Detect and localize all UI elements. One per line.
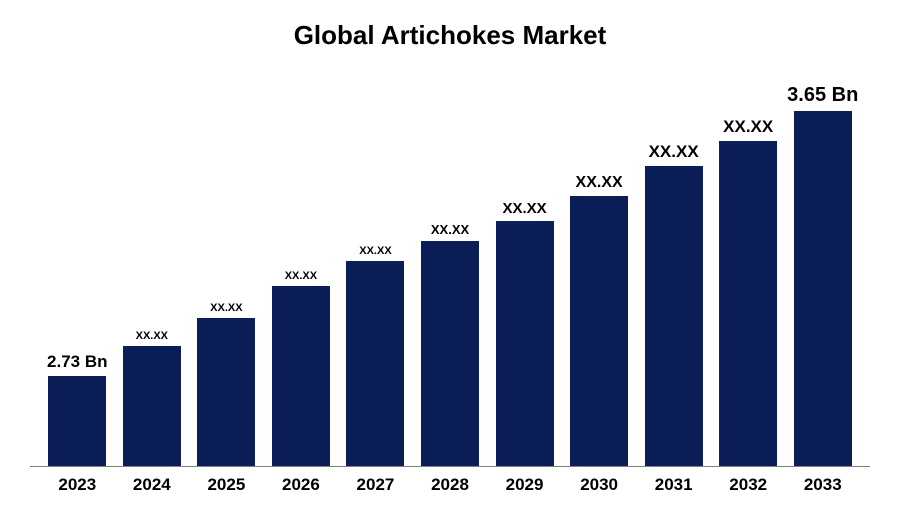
x-axis-label: 2033 <box>785 475 860 495</box>
x-axis-label: 2024 <box>115 475 190 495</box>
bar-value-label: XX.XX <box>502 200 546 217</box>
bar-group: XX.XX <box>711 81 786 466</box>
bar-value-label: 2.73 Bn <box>47 352 107 372</box>
bar <box>346 261 404 466</box>
bar-value-label: XX.XX <box>431 222 469 237</box>
bar-group: XX.XX <box>189 81 264 466</box>
x-axis-label: 2029 <box>487 475 562 495</box>
bar-value-label: XX.XX <box>359 245 391 257</box>
bar <box>123 346 181 466</box>
bar <box>719 141 777 466</box>
x-axis-label: 2031 <box>636 475 711 495</box>
x-axis-label: 2025 <box>189 475 264 495</box>
bar-value-label: XX.XX <box>723 117 773 137</box>
bars-container: 2.73 Bn XX.XX XX.XX XX.XX XX.XX XX.XX XX.XX XX.… <box>30 81 870 467</box>
bar-value-label: 3.65 Bn <box>787 84 858 107</box>
chart-title: Global Artichokes Market <box>30 20 870 51</box>
bar-value-label: XX.XX <box>285 270 317 282</box>
x-axis-label: 2030 <box>562 475 637 495</box>
bar <box>272 286 330 466</box>
bar <box>645 166 703 466</box>
bar <box>197 318 255 466</box>
x-axis-label: 2023 <box>40 475 115 495</box>
bar-group: XX.XX <box>487 81 562 466</box>
bar-group: XX.XX <box>562 81 637 466</box>
bar <box>48 376 106 466</box>
x-axis-label: 2026 <box>264 475 339 495</box>
bar-group: XX.XX <box>115 81 190 466</box>
chart-area: 2.73 Bn XX.XX XX.XX XX.XX XX.XX XX.XX XX.XX XX.… <box>30 81 870 495</box>
x-axis-label: 2028 <box>413 475 488 495</box>
bar <box>421 241 479 466</box>
bar-value-label: XX.XX <box>136 330 168 342</box>
bar-group: XX.XX <box>636 81 711 466</box>
bar-value-label: XX.XX <box>576 174 623 192</box>
bar <box>794 111 852 466</box>
bar <box>496 221 554 466</box>
bar-group: XX.XX <box>338 81 413 466</box>
bar-group: 3.65 Bn <box>785 81 860 466</box>
bar <box>570 196 628 466</box>
x-axis-label: 2032 <box>711 475 786 495</box>
bar-group: 2.73 Bn <box>40 81 115 466</box>
bar-value-label: XX.XX <box>649 142 699 162</box>
x-axis-label: 2027 <box>338 475 413 495</box>
x-axis-labels: 2023202420252026202720282029203020312032… <box>30 467 870 495</box>
bar-value-label: XX.XX <box>210 302 242 314</box>
bar-group: XX.XX <box>264 81 339 466</box>
bar-group: XX.XX <box>413 81 488 466</box>
